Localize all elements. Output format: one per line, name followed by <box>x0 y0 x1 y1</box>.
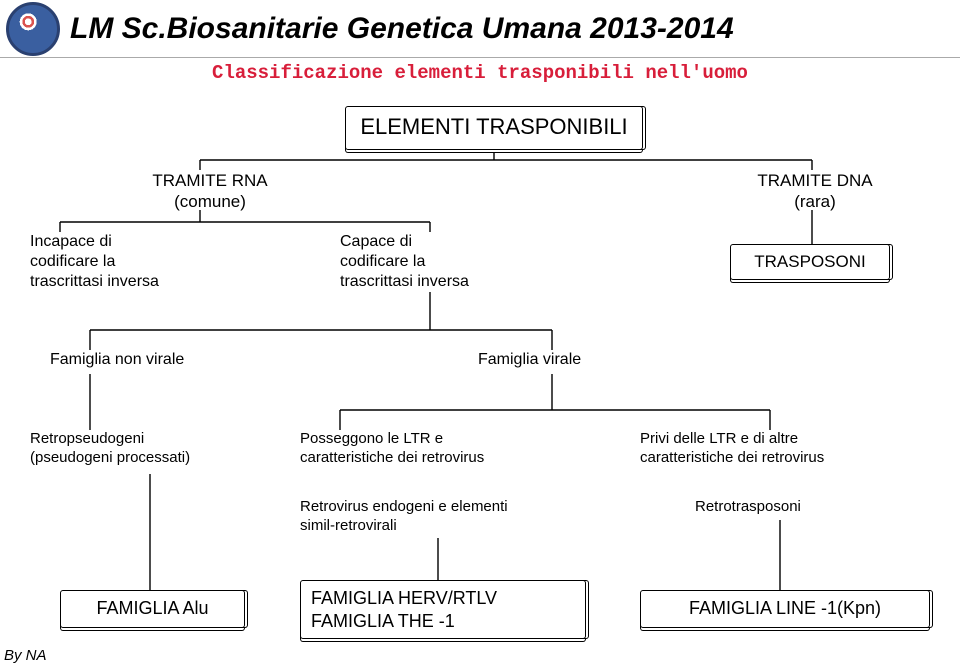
node-dna: TRAMITE DNA(rara) <box>730 170 900 213</box>
author-credit: By NA <box>4 647 47 664</box>
node-posseggono: Posseggono le LTR ecaratteristiche dei r… <box>300 430 570 474</box>
node-nonvirale: Famiglia non virale <box>50 350 250 374</box>
node-retrotrasp: Retrotrasposoni <box>695 498 875 520</box>
university-seal-icon <box>6 2 60 56</box>
node-endogeni: Retrovirus endogeni e elementisimil-retr… <box>300 498 590 538</box>
node-rna: TRAMITE RNA(comune) <box>120 170 300 213</box>
page-header: LM Sc.Biosanitarie Genetica Umana 2013-2… <box>0 0 960 58</box>
node-retropseudo: Retropseudogeni(pseudogeni processati) <box>30 430 260 474</box>
node-privi: Privi delle LTR e di altrecaratteristich… <box>640 430 920 474</box>
node-root: ELEMENTI TRASPONIBILI <box>345 106 643 150</box>
node-famLine: FAMIGLIA LINE -1(Kpn) <box>640 590 930 628</box>
slide-subtitle: Classificazione elementi trasponibili ne… <box>0 62 960 84</box>
node-virale: Famiglia virale <box>478 350 648 374</box>
node-cap: Capace dicodificare latrascrittasi inver… <box>340 232 540 292</box>
node-incap: Incapace dicodificare latrascrittasi inv… <box>30 232 230 292</box>
node-famHerv: FAMIGLIA HERV/RTLVFAMIGLIA THE -1 <box>300 580 586 639</box>
header-title: LM Sc.Biosanitarie Genetica Umana 2013-2… <box>70 12 734 46</box>
node-famAlu: FAMIGLIA Alu <box>60 590 245 628</box>
edge-layer <box>0 0 960 670</box>
node-trasposoni: TRASPOSONI <box>730 244 890 280</box>
